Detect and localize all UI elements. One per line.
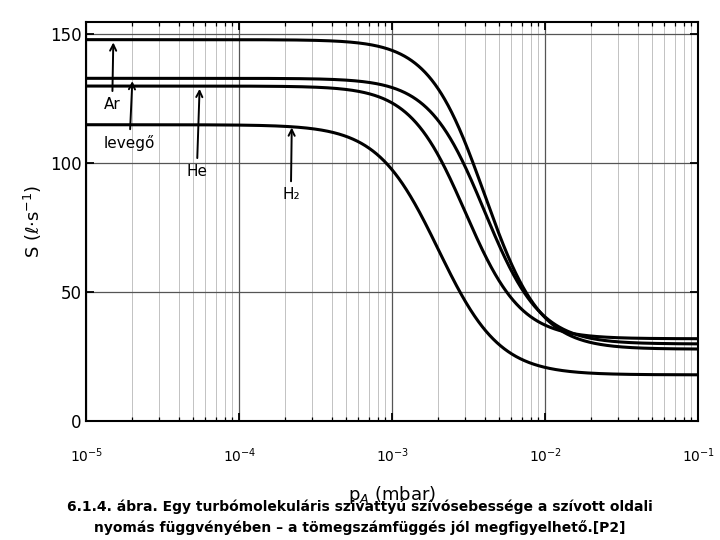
Text: Ar: Ar bbox=[104, 45, 120, 112]
X-axis label: p$_A$ (mbar): p$_A$ (mbar) bbox=[348, 484, 436, 506]
Text: He: He bbox=[186, 91, 207, 179]
Text: levegő: levegő bbox=[104, 83, 156, 151]
Y-axis label: S ($\ell$$\cdot$s$^{-1}$): S ($\ell$$\cdot$s$^{-1}$) bbox=[22, 185, 45, 258]
Text: H₂: H₂ bbox=[282, 130, 300, 202]
Text: 6.1.4. ábra. Egy turbómolekuláris szivattyú szívósebessége a szívott oldali
nyom: 6.1.4. ábra. Egy turbómolekuláris szivat… bbox=[67, 500, 653, 535]
